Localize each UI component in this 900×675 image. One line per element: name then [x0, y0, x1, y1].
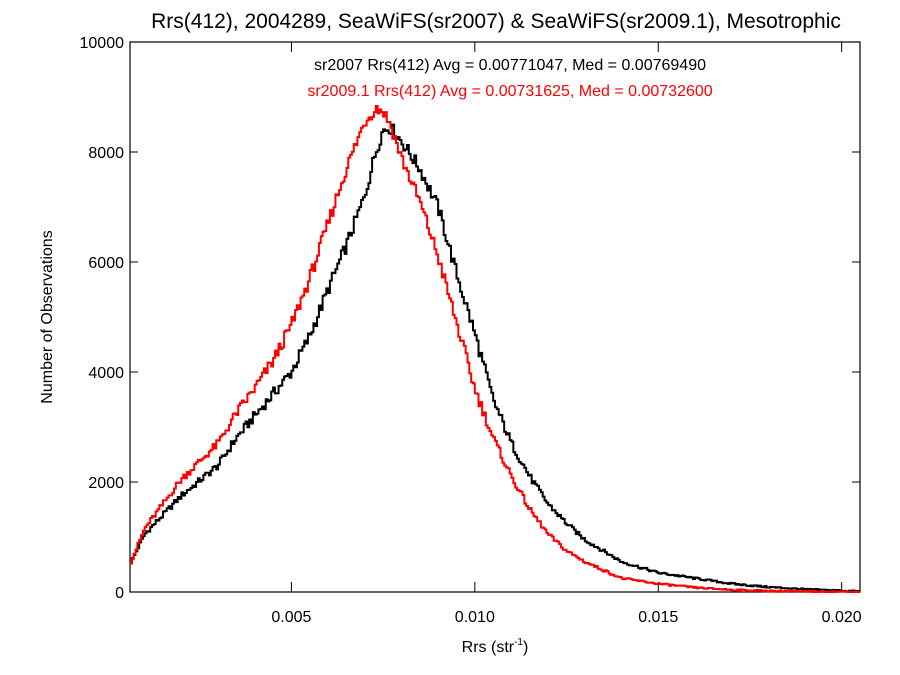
y-axis-label: Number of Observations — [39, 230, 56, 403]
x-tick-label: 0.005 — [271, 609, 311, 626]
y-tick-label: 0 — [115, 585, 124, 602]
annotation-sr2009: sr2009.1 Rrs(412) Avg = 0.00731625, Med … — [307, 83, 712, 100]
x-axis-label-main: Rrs (str — [462, 639, 515, 656]
y-tick-label: 2000 — [88, 475, 124, 492]
series-line-sr2007 — [130, 123, 860, 593]
x-axis-label-superscript: -1 — [514, 637, 523, 648]
y-tick-label: 4000 — [88, 365, 124, 382]
x-axis-label: Rrs (str-1) — [462, 637, 529, 656]
x-axis-label-close: ) — [523, 639, 528, 656]
x-axis-ticks: 0.005 0.010 0.015 0.020 — [271, 42, 862, 626]
y-tick-label: 10000 — [80, 35, 125, 52]
annotation-sr2007: sr2007 Rrs(412) Avg = 0.00771047, Med = … — [314, 57, 706, 74]
series-line-sr2009.1 — [130, 105, 860, 593]
plot-area-frame — [129, 41, 861, 593]
y-tick-label: 8000 — [88, 145, 124, 162]
y-axis-ticks: 0 2000 4000 6000 8000 10000 — [80, 35, 860, 602]
y-tick-label: 6000 — [88, 255, 124, 272]
x-tick-label: 0.020 — [822, 609, 862, 626]
x-tick-label: 0.010 — [455, 609, 495, 626]
series-layer — [130, 105, 860, 593]
x-tick-label: 0.015 — [638, 609, 678, 626]
chart-title: Rrs(412), 2004289, SeaWiFS(sr2007) & Sea… — [151, 10, 841, 33]
